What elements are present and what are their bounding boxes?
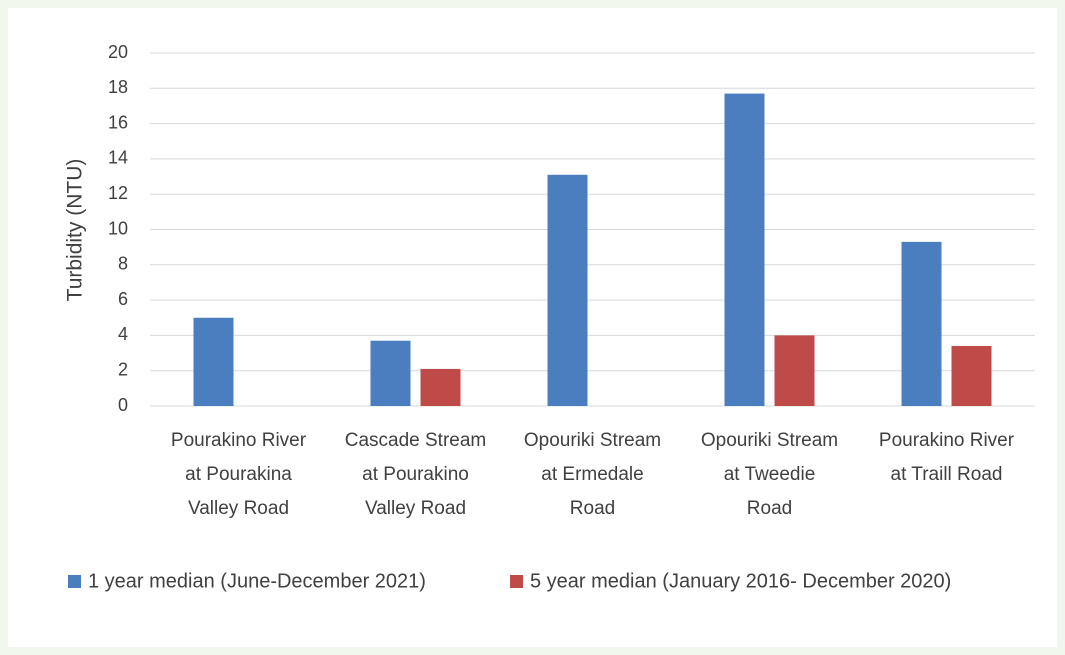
bar	[774, 335, 815, 406]
bar	[193, 317, 234, 406]
y-tick-label: 12	[108, 183, 128, 203]
y-tick-label: 6	[118, 289, 128, 309]
y-tick-label: 14	[108, 148, 128, 168]
legend-swatch	[68, 575, 81, 588]
x-tick-label: at Pourakino	[362, 464, 469, 485]
x-tick-label: Pourakino River	[171, 430, 307, 451]
x-tick-label: Valley Road	[188, 498, 289, 519]
bar	[420, 368, 461, 406]
y-tick-label: 4	[118, 324, 128, 344]
y-tick-label: 10	[108, 218, 128, 238]
x-tick-label: at Pourakina	[185, 464, 292, 485]
x-tick-label: at Tweedie	[724, 464, 816, 485]
y-tick-label: 0	[118, 395, 128, 415]
y-tick-label: 16	[108, 112, 128, 132]
legend-label: 5 year median (January 2016- December 20…	[530, 570, 951, 592]
bar	[370, 340, 411, 406]
x-tick-label: at Ermedale	[541, 464, 643, 485]
x-tick-label: at Traill Road	[891, 464, 1003, 485]
x-tick-label: Opouriki Stream	[701, 430, 838, 451]
y-tick-label: 2	[118, 359, 128, 379]
x-tick-label: Road	[570, 498, 615, 519]
bar	[901, 241, 942, 406]
x-tick-label: Valley Road	[365, 498, 466, 519]
x-tick-label: Cascade Stream	[345, 430, 487, 451]
legend-swatch	[510, 575, 523, 588]
y-tick-label: 8	[118, 254, 128, 274]
legend-label: 1 year median (June-December 2021)	[88, 570, 426, 592]
bar	[547, 174, 588, 406]
bar	[724, 93, 765, 406]
x-tick-label: Opouriki Stream	[524, 430, 661, 451]
bar	[951, 345, 992, 406]
y-axis-label: Turbidity (NTU)	[64, 159, 87, 302]
y-tick-label: 18	[108, 77, 128, 97]
y-tick-label: 20	[108, 42, 128, 62]
x-tick-label: Road	[747, 498, 792, 519]
chart-panel	[8, 8, 1057, 647]
x-tick-label: Pourakino River	[879, 430, 1015, 451]
